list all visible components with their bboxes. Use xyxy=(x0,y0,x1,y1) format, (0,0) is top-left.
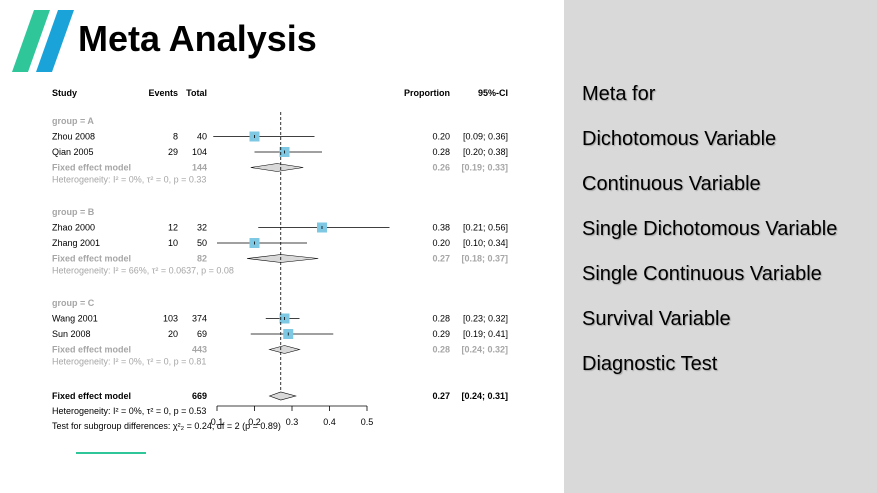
overall-diamond xyxy=(268,391,297,401)
x-tick-label: 0.2 xyxy=(248,417,261,427)
overall-proportion: 0.27 xyxy=(432,391,450,401)
pooled-proportion: 0.27 xyxy=(432,254,450,264)
pooled-proportion: 0.26 xyxy=(432,163,450,173)
x-tick-label: 0.1 xyxy=(211,417,224,427)
study-ci: [0.10; 0.34] xyxy=(463,238,508,248)
pooled-diamond xyxy=(250,163,304,172)
header-study: Study xyxy=(52,88,77,98)
study-total: 374 xyxy=(192,314,207,324)
topic-item[interactable]: Diagnostic Test xyxy=(582,353,718,375)
study-total: 32 xyxy=(197,223,207,233)
study-events: 103 xyxy=(163,314,178,324)
topic-item[interactable]: Dichotomous Variable xyxy=(582,128,777,150)
group-label: group = C xyxy=(52,298,95,308)
heterogeneity-text: Heterogeneity: I² = 0%, τ² = 0, p = 0.81 xyxy=(52,357,206,367)
study-events: 20 xyxy=(168,329,178,339)
group-label: group = B xyxy=(52,207,95,217)
x-tick-label: 0.4 xyxy=(323,417,336,427)
study-proportion: 0.28 xyxy=(432,147,450,157)
pooled-ci: [0.24; 0.32] xyxy=(461,345,508,355)
study-total: 104 xyxy=(192,147,207,157)
study-ci: [0.19; 0.41] xyxy=(463,329,508,339)
topic-panel: Meta for Dichotomous Variable Continuous… xyxy=(564,0,877,493)
topic-item[interactable]: Continuous Variable xyxy=(582,173,761,195)
forest-plot: Study Events Total Proportion 95%-CI group = … xyxy=(52,88,508,431)
header-total: Total xyxy=(186,88,207,98)
overall-total: 669 xyxy=(192,391,207,401)
study-proportion: 0.29 xyxy=(432,329,450,339)
x-tick-label: 0.3 xyxy=(286,417,299,427)
study-events: 29 xyxy=(168,147,178,157)
x-tick-label: 0.5 xyxy=(361,417,374,427)
study-name: Wang 2001 xyxy=(52,314,98,324)
pooled-label: Fixed effect model xyxy=(52,254,131,264)
overall-heterogeneity-text: Heterogeneity: I² = 0%, τ² = 0, p = 0.53 xyxy=(52,406,206,416)
pooled-label: Fixed effect model xyxy=(52,163,131,173)
study-name: Sun 2008 xyxy=(52,329,91,339)
topic-item[interactable]: Single Continuous Variable xyxy=(582,263,822,285)
pooled-total: 144 xyxy=(192,163,207,173)
study-events: 10 xyxy=(168,238,178,248)
study-proportion: 0.28 xyxy=(432,314,450,324)
study-name: Zhang 2001 xyxy=(52,238,100,248)
heterogeneity-text: Heterogeneity: I² = 66%, τ² = 0.0637, p … xyxy=(52,266,234,276)
study-ci: [0.09; 0.36] xyxy=(463,132,508,142)
study-proportion: 0.20 xyxy=(432,132,450,142)
header-proportion: Proportion xyxy=(404,88,450,98)
pooled-diamond xyxy=(268,345,301,354)
study-ci: [0.21; 0.56] xyxy=(463,223,508,233)
accent-underline xyxy=(76,452,146,454)
study-total: 50 xyxy=(197,238,207,248)
study-events: 12 xyxy=(168,223,178,233)
overall-ci: [0.24; 0.31] xyxy=(461,391,508,401)
group-label: group = A xyxy=(52,116,94,126)
topic-item[interactable]: Single Dichotomous Variable xyxy=(582,218,838,240)
pooled-ci: [0.19; 0.33] xyxy=(461,163,508,173)
study-ci: [0.23; 0.32] xyxy=(463,314,508,324)
study-events: 8 xyxy=(173,132,178,142)
pooled-total: 443 xyxy=(192,345,207,355)
study-proportion: 0.38 xyxy=(432,223,450,233)
slide-title: Meta Analysis xyxy=(78,18,317,59)
study-name: Zhao 2000 xyxy=(52,223,95,233)
pooled-diamond xyxy=(246,254,319,263)
study-name: Qian 2005 xyxy=(52,147,94,157)
pooled-ci: [0.18; 0.37] xyxy=(461,254,508,264)
logo-slashes-icon xyxy=(12,10,74,72)
study-proportion: 0.20 xyxy=(432,238,450,248)
pooled-proportion: 0.28 xyxy=(432,345,450,355)
study-ci: [0.20; 0.38] xyxy=(463,147,508,157)
study-name: Zhou 2008 xyxy=(52,132,95,142)
topic-item[interactable]: Meta for xyxy=(582,83,656,105)
header-events: Events xyxy=(148,88,178,98)
topic-item[interactable]: Survival Variable xyxy=(582,308,731,330)
subgroup-test-text: Test for subgroup differences: χ²₂ = 0.2… xyxy=(52,421,281,431)
study-total: 40 xyxy=(197,132,207,142)
pooled-total: 82 xyxy=(197,254,207,264)
topic-list: Meta for Dichotomous Variable Continuous… xyxy=(582,80,837,395)
pooled-label: Fixed effect model xyxy=(52,345,131,355)
header-ci: 95%-CI xyxy=(478,88,508,98)
heterogeneity-text: Heterogeneity: I² = 0%, τ² = 0, p = 0.33 xyxy=(52,175,206,185)
study-total: 69 xyxy=(197,329,207,339)
overall-label: Fixed effect model xyxy=(52,391,131,401)
